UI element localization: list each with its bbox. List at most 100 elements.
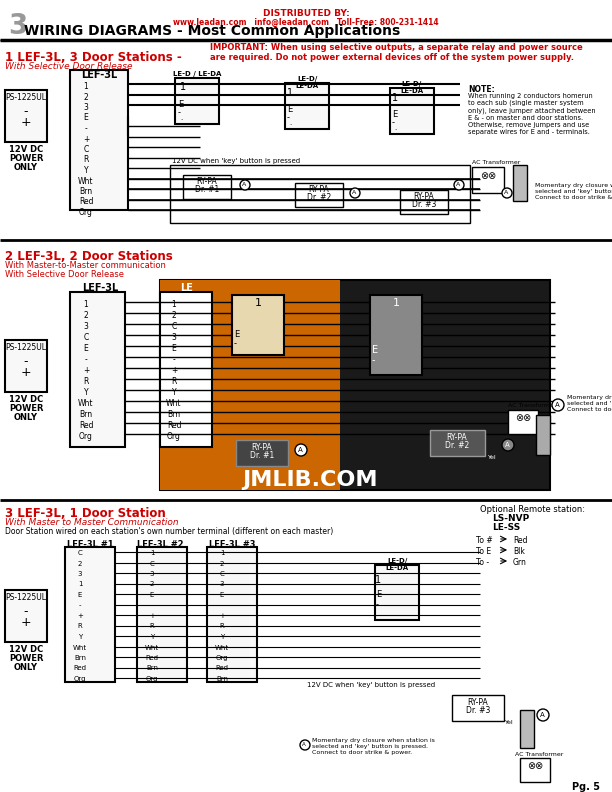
Bar [285,83,329,129]
Text: 2: 2 [220,561,224,566]
Text: Red: Red [79,421,93,430]
Text: 1: 1 [180,82,186,92]
Text: E: E [84,113,88,123]
Circle shape [300,740,310,750]
Bar [472,167,504,193]
Bar [232,295,284,355]
Text: 1: 1 [392,298,400,308]
Text: -: - [178,108,181,117]
Text: Brn: Brn [80,410,92,419]
Text: ⊗⊗: ⊗⊗ [527,761,543,771]
Text: A: A [297,447,302,453]
Text: Brn: Brn [80,187,92,196]
Text: LE-D/: LE-D/ [297,76,317,82]
Text: www.leadan.com   info@leadan.com   Toll-Free: 800-231-1414: www.leadan.com info@leadan.com Toll-Free… [173,18,439,27]
Text: With Master-to-Master communication: With Master-to-Master communication [5,261,166,270]
Text: 3 LEF-3L, 1 Door Station: 3 LEF-3L, 1 Door Station [5,507,166,520]
Text: 2: 2 [84,311,88,320]
Text: LE-D/: LE-D/ [402,81,422,87]
Text: 2: 2 [150,581,154,588]
Text: -: - [173,355,176,364]
Text: PS-1225UL: PS-1225UL [6,593,47,602]
Text: AC Transformer: AC Transformer [508,403,556,408]
Text: LE-DA: LE-DA [296,83,319,89]
Bar [236,440,288,466]
Text: Momentary dry closure when station is
selected and 'key' button is pressed.
Conn: Momentary dry closure when station is se… [567,395,612,412]
Text: LEF-3L #1: LEF-3L #1 [67,540,113,549]
Text: 12V DC: 12V DC [9,645,43,654]
Text: AC Transformer: AC Transformer [515,752,564,757]
Circle shape [454,180,464,190]
Text: LEF-3L #2: LEF-3L #2 [136,540,184,549]
Text: 1: 1 [392,93,398,103]
Text: R: R [83,155,89,165]
Text: WIRING DIAGRAMS - Most Common Applications: WIRING DIAGRAMS - Most Common Applicatio… [24,24,400,38]
Bar [295,183,343,207]
Text: -: - [151,603,153,608]
Text: DISTRIBUTED BY:: DISTRIBUTED BY: [263,9,349,18]
Text: Org: Org [79,432,93,441]
Text: NOTE:: NOTE: [468,85,494,94]
Bar [513,165,527,201]
Text: Wht: Wht [78,177,94,185]
Text: IMPORTANT: When using selective outputs, a separate relay and power source
are r: IMPORTANT: When using selective outputs,… [210,43,583,63]
Text: Blk: Blk [513,547,525,556]
Text: -: - [84,355,88,364]
Text: R: R [171,377,177,386]
Text: Brn: Brn [146,665,158,672]
Bar [5,90,47,142]
Text: Org: Org [146,676,159,682]
Text: -: - [234,339,237,348]
Text: 1: 1 [78,581,82,588]
Text: 3: 3 [150,571,154,577]
Text: Y: Y [220,634,224,640]
Text: 3: 3 [171,333,176,342]
Text: When running 2 conductors homerun
to each sub (single master system
only), leave: When running 2 conductors homerun to eac… [468,93,595,135]
Text: .: . [289,120,291,126]
Text: Dr. #3: Dr. #3 [466,706,490,715]
Text: Dr. #1: Dr. #1 [195,185,219,194]
Text: RY-PA: RY-PA [308,185,329,194]
Text: Y: Y [150,634,154,640]
Text: E: E [171,344,176,353]
Text: Optional Remote station:: Optional Remote station: [480,505,585,514]
Text: PS-1225UL: PS-1225UL [6,343,47,352]
Text: Brn: Brn [74,655,86,661]
Text: A: A [540,712,545,718]
Text: POWER: POWER [9,154,43,163]
Text: Red: Red [146,655,159,661]
Text: E: E [392,110,397,119]
Text: 2: 2 [171,311,176,320]
Bar [160,280,550,490]
Text: 3: 3 [8,12,28,40]
Text: -: - [221,603,223,608]
Text: LE-D / LE-DA: LE-D / LE-DA [173,71,221,77]
Text: Pg. 5: Pg. 5 [572,782,600,792]
Text: 1: 1 [171,300,176,309]
Text: 1: 1 [150,550,154,556]
Text: With Master to Master Communication: With Master to Master Communication [5,518,179,527]
Text: +: + [21,116,31,129]
Text: A: A [242,182,246,187]
Text: To E: To E [476,547,491,556]
Text: Org: Org [79,208,93,217]
Text: C: C [171,322,177,331]
Text: 1 LEF-3L, 3 Door Stations -: 1 LEF-3L, 3 Door Stations - [5,51,182,64]
Bar [160,280,340,490]
Text: ⊗⊗: ⊗⊗ [515,413,531,423]
Text: 3: 3 [78,571,82,577]
Text: A: A [504,190,508,195]
Text: C: C [83,333,89,342]
Text: Grn: Grn [513,558,527,567]
Text: C: C [220,571,225,577]
Text: C: C [149,561,154,566]
Circle shape [295,444,307,456]
Text: Yel: Yel [488,455,496,460]
Text: Door Station wired on each station's own number terminal (different on each mast: Door Station wired on each station's own… [5,527,334,536]
Text: Red: Red [513,536,528,545]
Text: +: + [21,366,31,379]
Text: AC Transformer: AC Transformer [472,160,520,165]
Text: PS-1225UL: PS-1225UL [6,93,47,102]
Text: 1: 1 [220,550,224,556]
Text: 12V DC when 'key' button is pressed: 12V DC when 'key' button is pressed [172,158,300,164]
